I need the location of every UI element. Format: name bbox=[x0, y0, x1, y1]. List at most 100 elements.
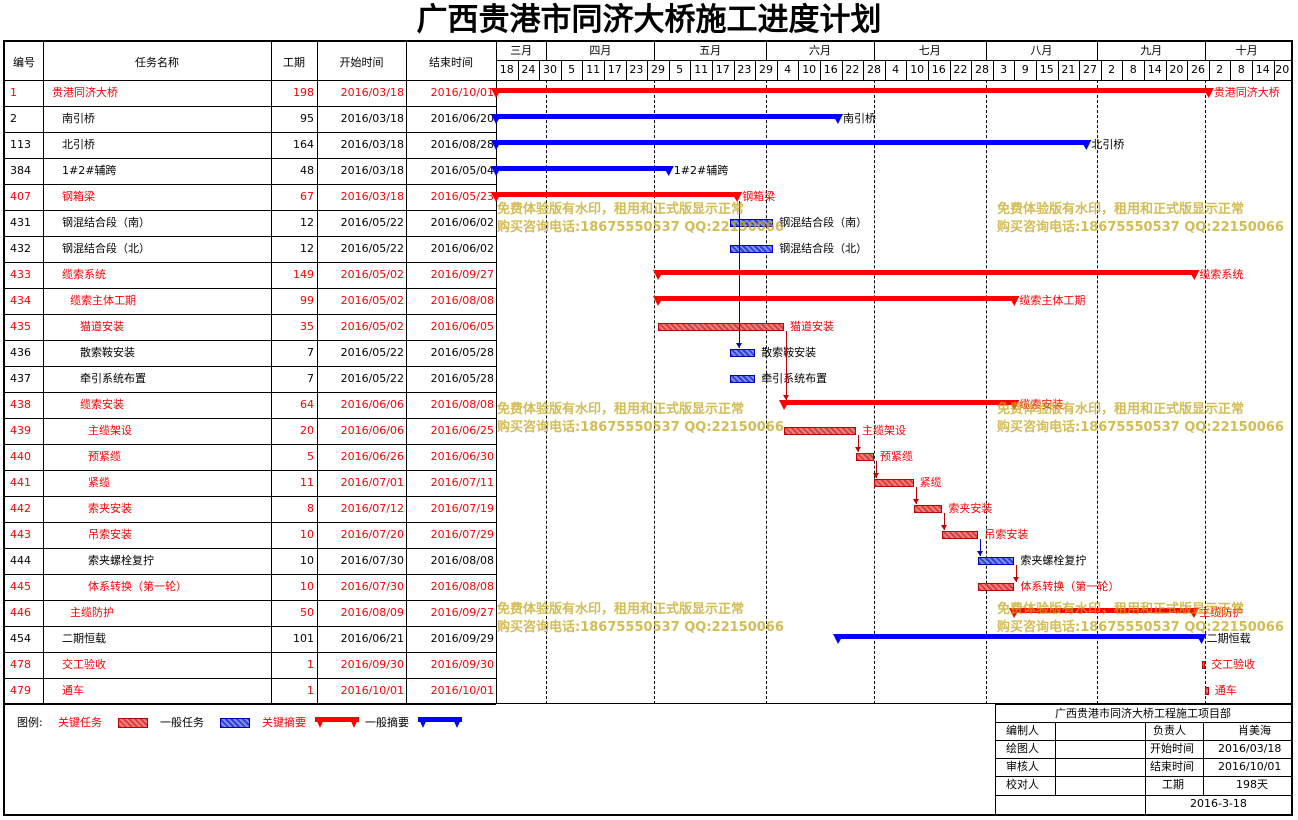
task-name: 二期恒载 bbox=[62, 632, 106, 645]
task-end: 2016/07/29 bbox=[430, 528, 494, 541]
legend-critical-summary-swatch bbox=[315, 717, 359, 728]
day-label: 20 bbox=[1275, 63, 1290, 76]
page-title: 广西贵港市同济大桥施工进度计划 bbox=[416, 2, 882, 38]
month-divider bbox=[1097, 42, 1098, 60]
dependency-arrow bbox=[873, 473, 879, 478]
task-name: 预紧缆 bbox=[88, 450, 121, 463]
task-bar bbox=[658, 323, 784, 331]
task-start: 2016/06/06 bbox=[340, 398, 404, 411]
task-duration: 20 bbox=[300, 424, 314, 437]
legend-normal-summary-swatch bbox=[418, 717, 462, 728]
watermark-line-1: 免费体验版有水印，租用和正式版显示正常 bbox=[497, 402, 745, 417]
bar-label: 北引桥 bbox=[1091, 138, 1125, 151]
day-label: 30 bbox=[542, 63, 557, 76]
day-divider bbox=[885, 60, 886, 80]
task-id: 478 bbox=[10, 658, 31, 671]
task-id: 479 bbox=[10, 684, 31, 697]
task-duration: 149 bbox=[293, 268, 314, 281]
task-name: 交工验收 bbox=[62, 658, 106, 671]
row-divider bbox=[5, 366, 496, 367]
dependency-arrow bbox=[783, 395, 789, 400]
dependency-link bbox=[916, 487, 917, 504]
task-end: 2016/05/28 bbox=[430, 372, 494, 385]
task-end: 2016/09/30 bbox=[430, 658, 494, 671]
task-id: 437 bbox=[10, 372, 31, 385]
bar-label: 散索鞍安装 bbox=[761, 346, 817, 359]
task-id: 439 bbox=[10, 424, 31, 437]
bar-label: 1#2#辅跨 bbox=[673, 164, 729, 177]
month-gridline bbox=[766, 80, 767, 704]
row-divider bbox=[5, 132, 496, 133]
row-divider bbox=[5, 522, 496, 523]
task-name: 吊索安装 bbox=[88, 528, 132, 541]
task-id: 434 bbox=[10, 294, 31, 307]
task-start: 2016/03/18 bbox=[340, 164, 404, 177]
task-start: 2016/03/18 bbox=[340, 86, 404, 99]
info-owner-label: 负责人 bbox=[1153, 724, 1186, 737]
watermark-line-2: 购买咨询电话:18675550537 QQ:22150066 bbox=[497, 220, 784, 235]
month-gridline bbox=[1097, 80, 1098, 704]
info-start: 2016/03/18 bbox=[1218, 742, 1282, 755]
day-label: 14 bbox=[1147, 63, 1162, 76]
day-label: 14 bbox=[1255, 63, 1270, 76]
task-bar bbox=[730, 219, 774, 227]
summary-bar bbox=[653, 296, 1020, 306]
dependency-link bbox=[944, 513, 945, 530]
month-divider bbox=[1205, 42, 1206, 60]
row-divider bbox=[5, 704, 496, 705]
task-end: 2016/05/28 bbox=[430, 346, 494, 359]
row-divider bbox=[5, 548, 496, 549]
day-divider bbox=[842, 60, 843, 80]
task-duration: 95 bbox=[300, 112, 314, 125]
dependency-arrow bbox=[1013, 577, 1019, 582]
summary-bar bbox=[491, 192, 743, 202]
task-end: 2016/06/02 bbox=[430, 242, 494, 255]
task-id: 442 bbox=[10, 502, 31, 515]
task-name: 钢混结合段（南） bbox=[62, 216, 150, 229]
task-end: 2016/08/28 bbox=[430, 138, 494, 151]
month-label: 八月 bbox=[1030, 44, 1053, 57]
watermark-line-1: 免费体验版有水印，租用和正式版显示正常 bbox=[497, 602, 745, 617]
task-duration: 35 bbox=[300, 320, 314, 333]
summary-bar bbox=[1009, 608, 1200, 618]
header-start: 开始时间 bbox=[339, 56, 384, 69]
bar-label: 缆索系统 bbox=[1199, 268, 1244, 281]
column-divider bbox=[43, 42, 44, 704]
day-label: 26 bbox=[1190, 63, 1205, 76]
bar-label: 主缆防护 bbox=[1199, 606, 1244, 619]
day-label: 5 bbox=[568, 63, 576, 76]
bar-label: 二期恒载 bbox=[1206, 632, 1251, 645]
day-divider bbox=[971, 60, 972, 80]
day-label: 29 bbox=[650, 63, 665, 76]
bar-label: 钢混结合段（北） bbox=[779, 242, 868, 255]
dependency-link bbox=[786, 331, 787, 400]
day-divider bbox=[1209, 60, 1210, 80]
bar-label: 体系转换（第一轮） bbox=[1020, 580, 1120, 593]
day-label: 5 bbox=[676, 63, 684, 76]
summary-bar bbox=[653, 270, 1200, 280]
day-label: 17 bbox=[607, 63, 622, 76]
task-start: 2016/07/30 bbox=[340, 580, 404, 593]
bar-label: 索夹螺栓复拧 bbox=[1020, 554, 1087, 567]
task-start: 2016/05/02 bbox=[340, 268, 404, 281]
task-start: 2016/07/30 bbox=[340, 554, 404, 567]
dependency-link bbox=[980, 539, 981, 556]
task-start: 2016/03/18 bbox=[340, 112, 404, 125]
task-name: 紧缆 bbox=[88, 476, 110, 489]
task-bar bbox=[730, 349, 756, 357]
task-duration: 8 bbox=[307, 502, 314, 515]
task-start: 2016/06/21 bbox=[340, 632, 404, 645]
task-duration: 1 bbox=[307, 684, 314, 697]
row-divider bbox=[5, 652, 496, 653]
row-divider bbox=[5, 158, 496, 159]
header-bottom-line bbox=[5, 80, 1291, 81]
summary-bar bbox=[833, 634, 1207, 644]
task-bar bbox=[913, 505, 943, 513]
task-duration: 64 bbox=[300, 398, 314, 411]
task-id: 454 bbox=[10, 632, 31, 645]
task-duration: 7 bbox=[307, 372, 314, 385]
task-end: 2016/09/27 bbox=[430, 268, 494, 281]
row-divider bbox=[5, 106, 496, 107]
task-start: 2016/07/01 bbox=[340, 476, 404, 489]
task-name: 牵引系统布置 bbox=[80, 372, 146, 385]
